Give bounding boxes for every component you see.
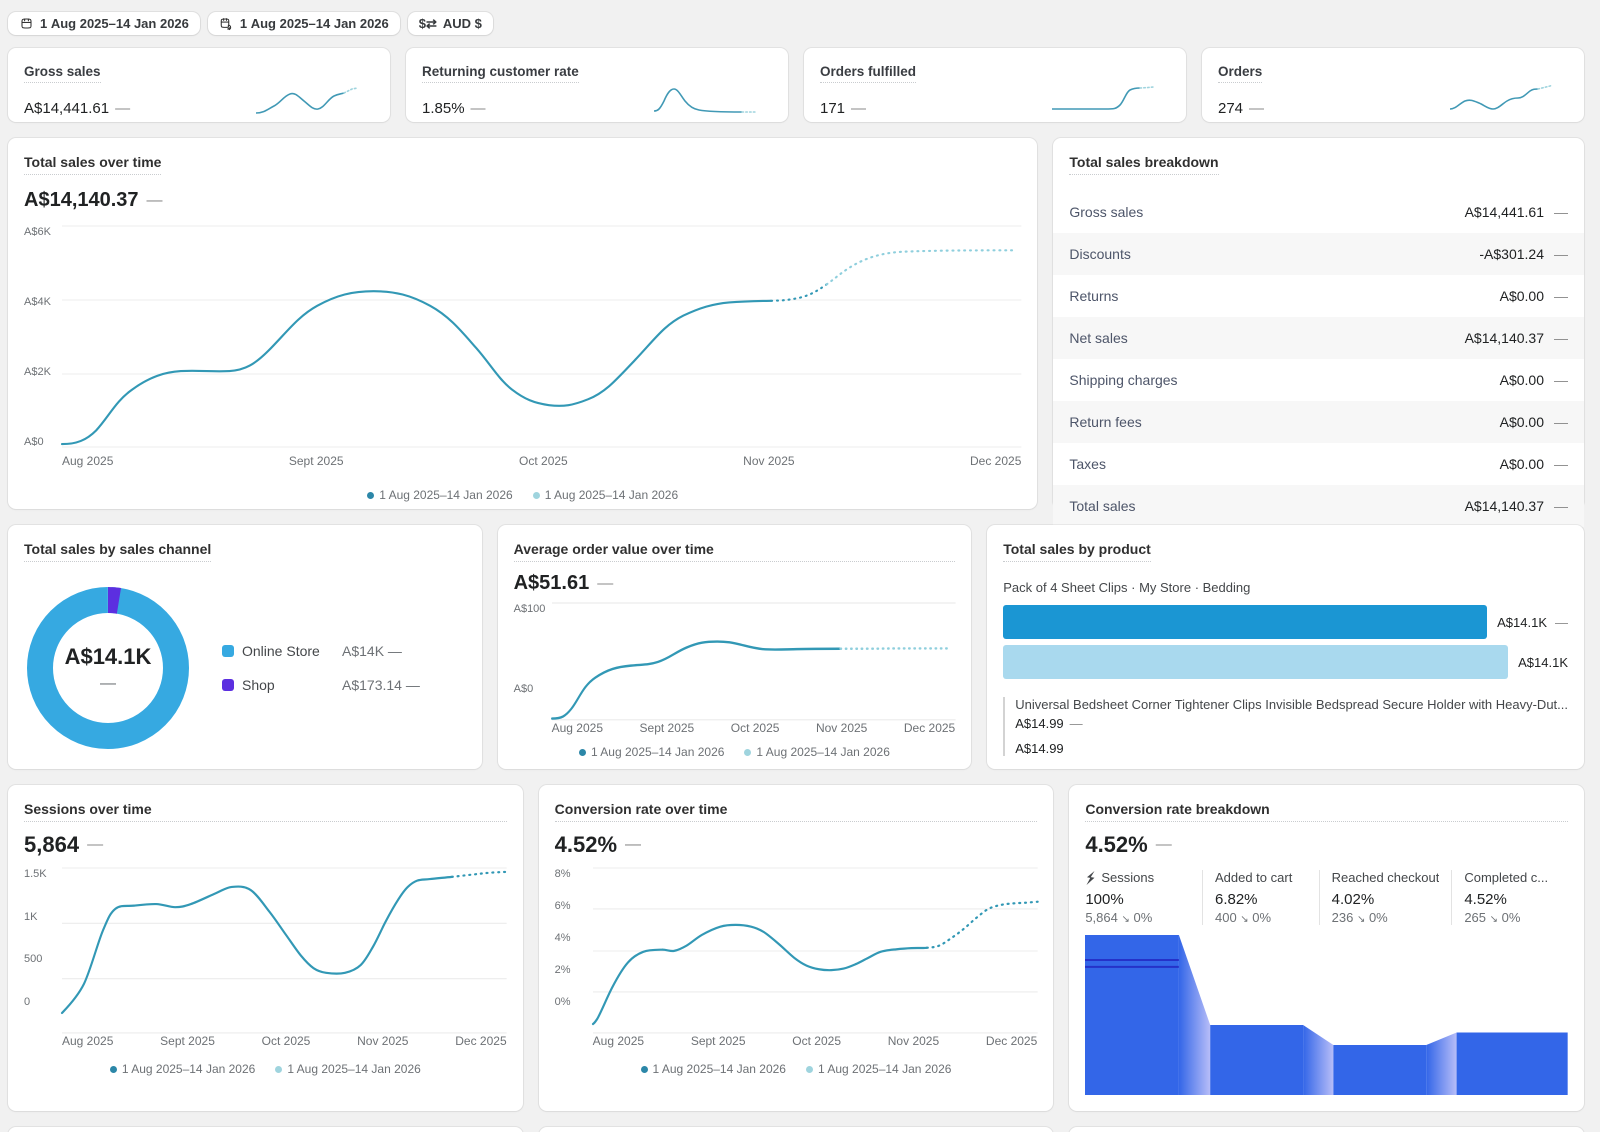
svg-text:—: — — [100, 675, 116, 692]
svg-text:A$14.1K: A$14.1K — [65, 644, 152, 669]
